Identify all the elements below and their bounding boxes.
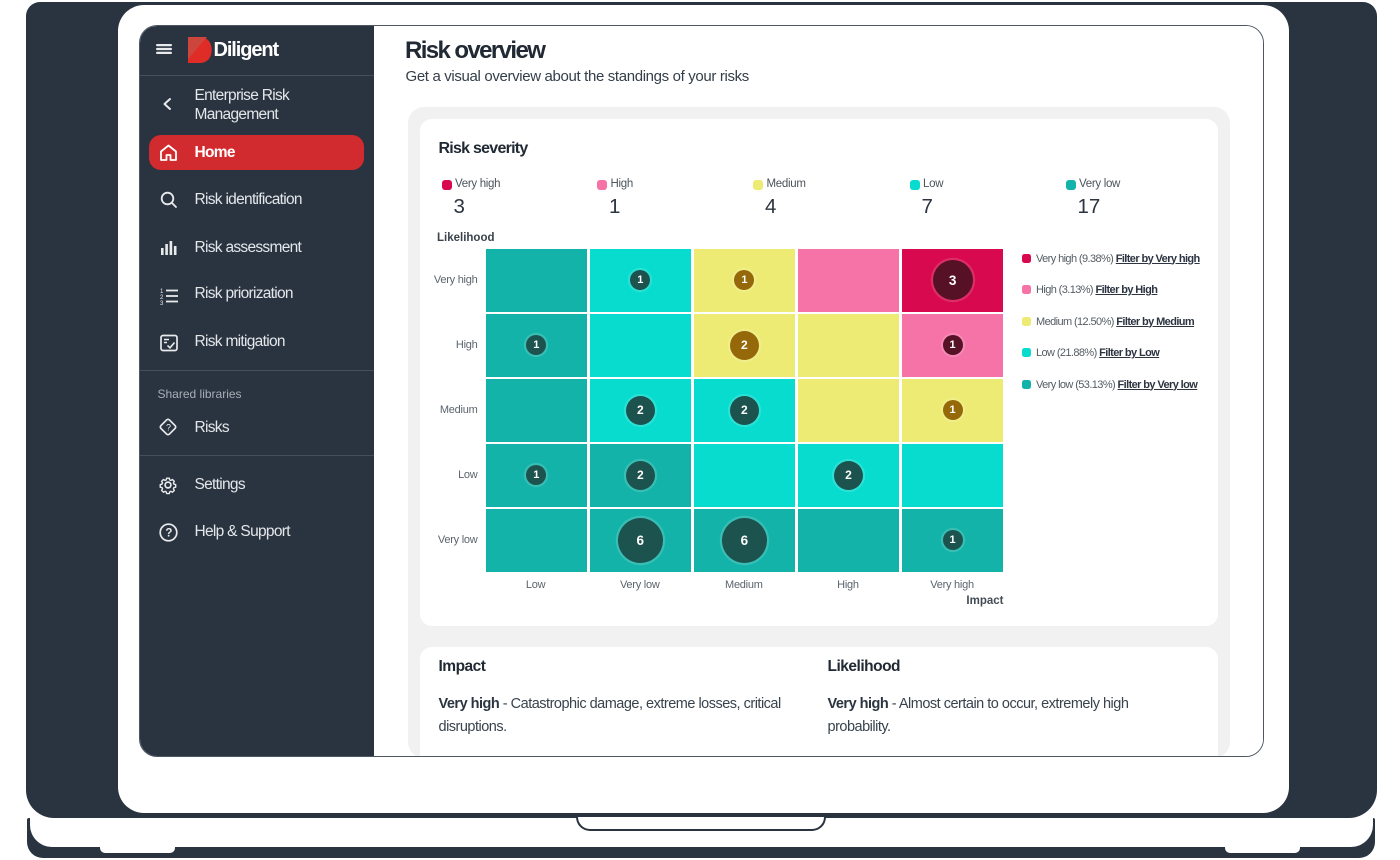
svg-text:?: ? <box>166 423 171 433</box>
svg-text:3: 3 <box>160 301 164 305</box>
svg-text:2: 2 <box>160 295 164 301</box>
svg-text:?: ? <box>165 528 172 540</box>
svg-text:1: 1 <box>160 289 164 295</box>
